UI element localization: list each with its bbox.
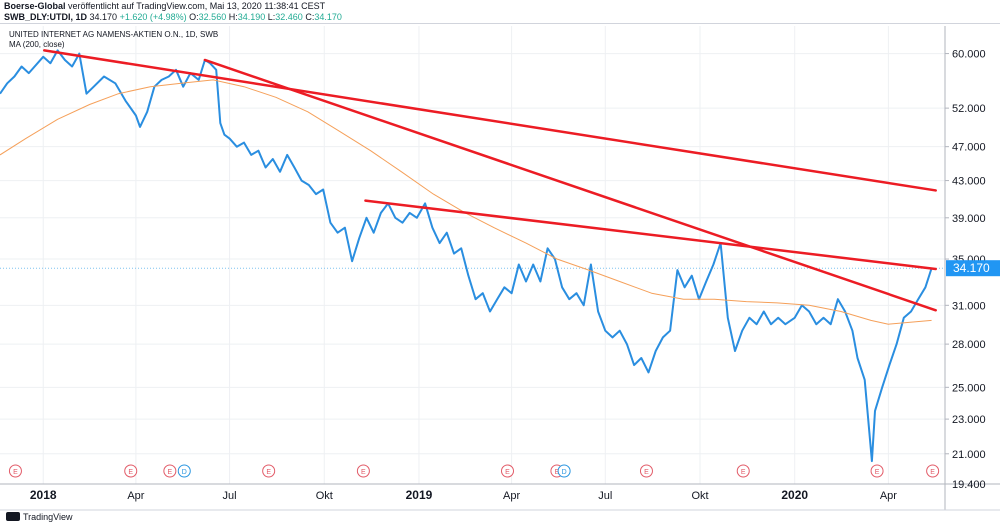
tradingview-logo-icon <box>6 512 20 521</box>
x-tick-label: 2019 <box>406 488 433 502</box>
quote-line: SWB_DLY:UTDI, 1D 34.170 +1.620 (+4.98%) … <box>4 12 342 22</box>
close-label: C: <box>305 12 315 22</box>
change-value: +1.620 (+4.98%) <box>119 12 187 22</box>
event-marker <box>124 464 138 478</box>
event-marker-label: E <box>741 469 746 476</box>
event-marker <box>163 464 177 478</box>
event-marker-label: E <box>168 469 173 476</box>
event-marker-label: E <box>505 469 510 476</box>
y-tick-label: 21.000 <box>952 449 986 461</box>
y-tick-label: 47.000 <box>952 142 986 154</box>
y-tick-label: 25.000 <box>952 382 986 394</box>
y-tick-label: 52.000 <box>952 103 986 115</box>
event-marker-label: E <box>128 469 133 476</box>
y-tick-label: 31.000 <box>952 300 986 312</box>
x-tick-label: Apr <box>880 490 897 502</box>
event-marker <box>736 464 750 478</box>
trendline <box>203 58 937 312</box>
event-marker <box>501 464 514 478</box>
event-marker-label: D <box>562 469 567 476</box>
x-tick-label: Jul <box>223 490 237 502</box>
event-marker-label: E <box>266 469 271 476</box>
y-tick-label: 28.000 <box>952 339 986 351</box>
y-tick-label: 60.000 <box>952 49 986 61</box>
event-marker <box>356 464 370 478</box>
symbol-label: SWB_DLY:UTDI, 1D <box>4 12 88 22</box>
tradingview-brand[interactable]: TradingView <box>6 512 73 522</box>
trendline <box>43 49 937 192</box>
last-price-label: 34.170 <box>953 261 990 275</box>
event-marker-label: D <box>182 469 187 476</box>
event-marker <box>8 464 22 478</box>
price-line <box>0 49 933 463</box>
last-price-badge <box>946 260 1000 277</box>
x-tick-label: Apr <box>127 490 144 502</box>
last-price-value: 34.170 <box>89 12 118 22</box>
publisher-name: Boerse-Global <box>4 1 66 11</box>
trendline <box>364 199 937 271</box>
publish-info: Boerse-Global veröffentlicht auf Trading… <box>4 1 325 11</box>
event-marker-label: E <box>361 469 366 476</box>
open-value: 32.560 <box>198 12 227 22</box>
x-tick-label: Okt <box>691 490 708 502</box>
event-marker-label: E <box>930 469 935 476</box>
event-marker <box>639 464 653 478</box>
chart-title: UNITED INTERNET AG NAMENS-AKTIEN O.N., 1… <box>9 30 219 39</box>
y-tick-label: 23.000 <box>952 414 986 426</box>
low-label: L: <box>267 12 276 22</box>
y-tick-label: 39.000 <box>952 213 986 225</box>
high-value: 34.190 <box>237 12 266 22</box>
x-tick-label: Jul <box>598 490 612 502</box>
open-label: O: <box>189 12 199 22</box>
x-tick-label: Apr <box>503 490 520 502</box>
x-tick-label: 2020 <box>781 488 808 502</box>
event-marker-label: E <box>555 469 560 476</box>
event-marker <box>926 464 940 478</box>
close-value: 34.170 <box>314 12 342 22</box>
high-label: H: <box>228 12 238 22</box>
y-tick-label: 19.400 <box>952 479 986 491</box>
x-tick-label: Okt <box>316 490 333 502</box>
event-marker <box>557 464 571 478</box>
event-marker-label: E <box>13 469 18 476</box>
event-marker-label: E <box>644 469 649 476</box>
event-marker <box>262 464 276 478</box>
y-tick-label: 43.000 <box>952 176 986 188</box>
brand-label: TradingView <box>23 512 73 522</box>
event-marker <box>870 464 884 478</box>
published-text: veröffentlicht auf TradingView.com, Mai … <box>68 1 326 11</box>
low-value: 32.460 <box>275 12 303 22</box>
event-marker <box>177 464 191 478</box>
x-tick-label: 2018 <box>30 488 57 502</box>
header-divider <box>0 23 1000 24</box>
ma-legend-label: MA (200, close) <box>9 40 65 49</box>
event-marker-label: E <box>875 469 880 476</box>
